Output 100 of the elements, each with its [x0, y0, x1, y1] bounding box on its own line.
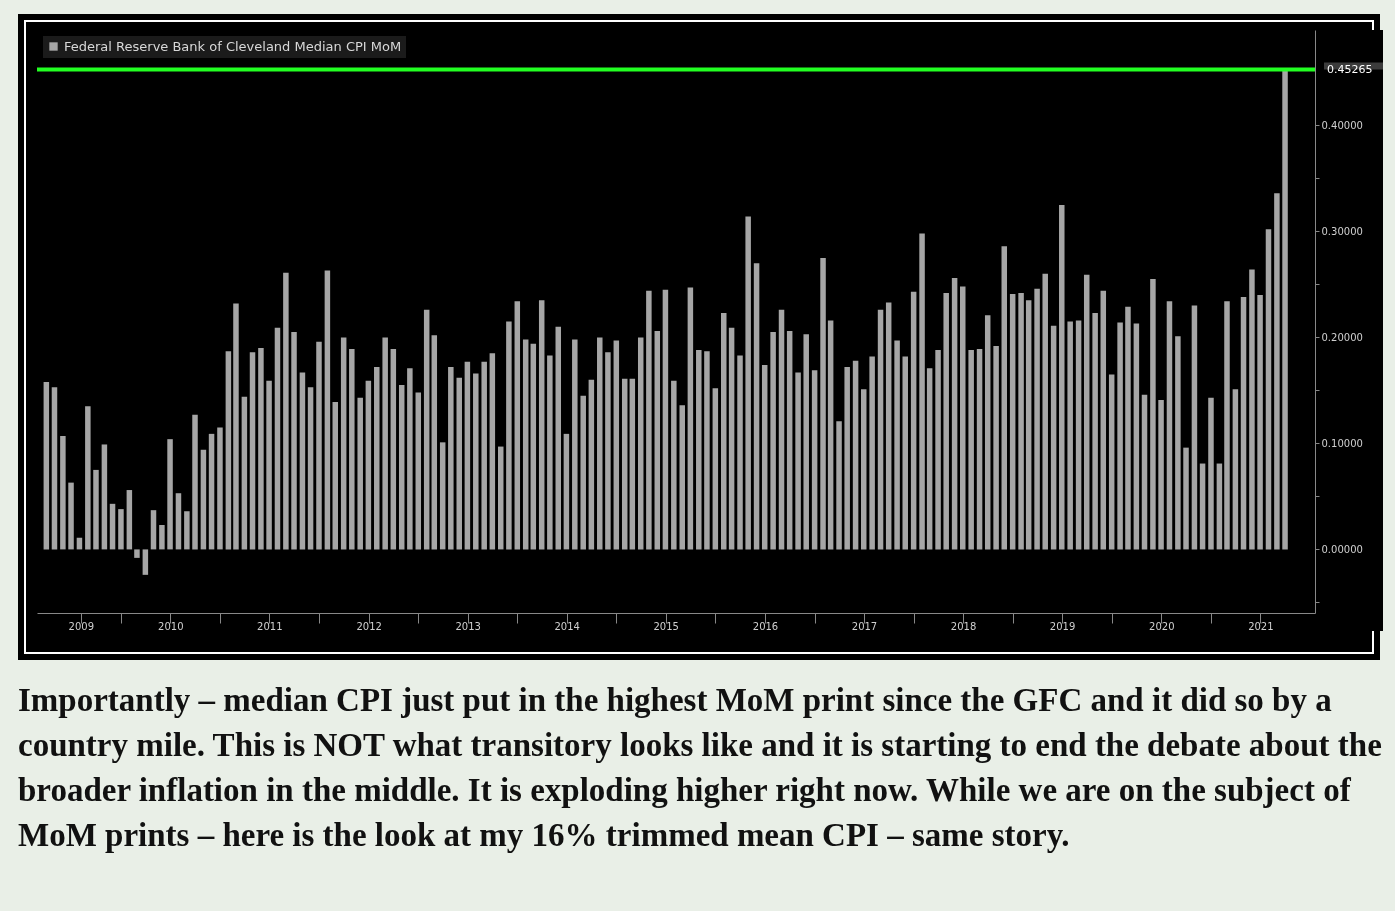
bar: [283, 272, 289, 550]
bar: [803, 334, 809, 550]
bar: [93, 469, 99, 550]
bar: [935, 350, 941, 550]
bar: [679, 405, 685, 550]
y-tick-label: 0.30000: [1321, 225, 1363, 237]
bar: [134, 549, 140, 558]
x-tick-label: 2009: [68, 620, 95, 632]
bar: [629, 378, 636, 550]
bar: [786, 331, 793, 550]
y-tick-label: 0.00000: [1321, 543, 1363, 555]
x-tick-label: 2016: [752, 620, 779, 632]
bar: [1018, 292, 1024, 550]
bar: [894, 340, 900, 550]
bar: [357, 397, 363, 550]
bar: [737, 355, 743, 550]
bar: [1059, 204, 1065, 550]
bar: [1240, 297, 1247, 550]
bar: [1117, 322, 1123, 550]
bar: [530, 343, 537, 550]
bar: [167, 439, 173, 550]
bar: [910, 291, 917, 550]
bar: [324, 270, 331, 550]
bar: [1108, 374, 1115, 550]
bar: [118, 509, 124, 550]
bar: [365, 380, 372, 550]
bar: [968, 350, 974, 550]
bar: [795, 372, 801, 550]
bar: [1034, 288, 1040, 550]
bar: [150, 510, 157, 550]
bar: [51, 387, 58, 550]
bar: [811, 370, 818, 550]
bar: [431, 335, 438, 550]
bar: [580, 395, 586, 550]
bar: [1199, 463, 1206, 550]
bar: [448, 367, 454, 550]
bar: [696, 350, 702, 550]
x-tick-label: 2015: [653, 620, 679, 632]
bar: [1042, 273, 1048, 550]
bar: [1075, 320, 1082, 550]
bar: [1274, 193, 1280, 550]
bar: [464, 361, 471, 550]
bar: [1257, 295, 1263, 550]
bar: [299, 372, 306, 550]
bar: [184, 511, 190, 550]
bar: [836, 421, 842, 550]
bar: [415, 392, 422, 550]
bar: [844, 367, 850, 550]
x-tick-label: 2012: [356, 620, 382, 632]
x-tick-label: 2019: [1049, 620, 1076, 632]
bar: [745, 216, 751, 550]
bar: [1133, 323, 1140, 550]
bar: [258, 348, 264, 550]
bar: [728, 327, 735, 550]
bar: [704, 351, 710, 550]
bar: [175, 493, 182, 550]
bar: [605, 352, 611, 550]
bar: [1009, 293, 1016, 550]
bar: [778, 309, 785, 550]
x-tick-label: 2014: [554, 620, 580, 632]
bar: [687, 287, 694, 550]
bar: [473, 373, 479, 550]
bar: [613, 340, 620, 550]
bar: [423, 309, 430, 550]
bar: [200, 449, 207, 550]
bar: [109, 503, 116, 550]
bar: [860, 389, 867, 550]
bar: [1183, 447, 1189, 550]
bar: [547, 355, 553, 550]
bar: [1150, 279, 1156, 550]
bar: [1158, 399, 1164, 550]
bar: [374, 367, 380, 550]
bar: [919, 233, 925, 550]
bar: [68, 482, 74, 550]
bar: [1265, 229, 1272, 550]
bar: [249, 352, 256, 550]
bar: [761, 364, 768, 550]
bar: [943, 292, 949, 550]
bar: [1050, 325, 1057, 550]
bar: [827, 320, 834, 550]
bar: [1224, 301, 1230, 550]
bar: [852, 360, 859, 550]
bar: [332, 402, 339, 550]
y-tick-label: 0.10000: [1321, 437, 1363, 449]
bar: [192, 414, 198, 550]
bar: [101, 444, 108, 550]
y-tick-label: 0.20000: [1321, 331, 1363, 343]
bar: [1249, 269, 1255, 550]
bar: [877, 309, 884, 550]
bar: [1083, 274, 1090, 550]
bar: [984, 315, 991, 550]
bar: [662, 289, 669, 550]
bar: [563, 433, 570, 550]
bar: [506, 321, 512, 550]
bar: [588, 379, 595, 550]
bar: [712, 388, 719, 550]
bar: [85, 406, 91, 550]
bar: [1232, 389, 1239, 550]
bar: [233, 303, 239, 550]
y-tick-label: 0.40000: [1321, 119, 1363, 131]
